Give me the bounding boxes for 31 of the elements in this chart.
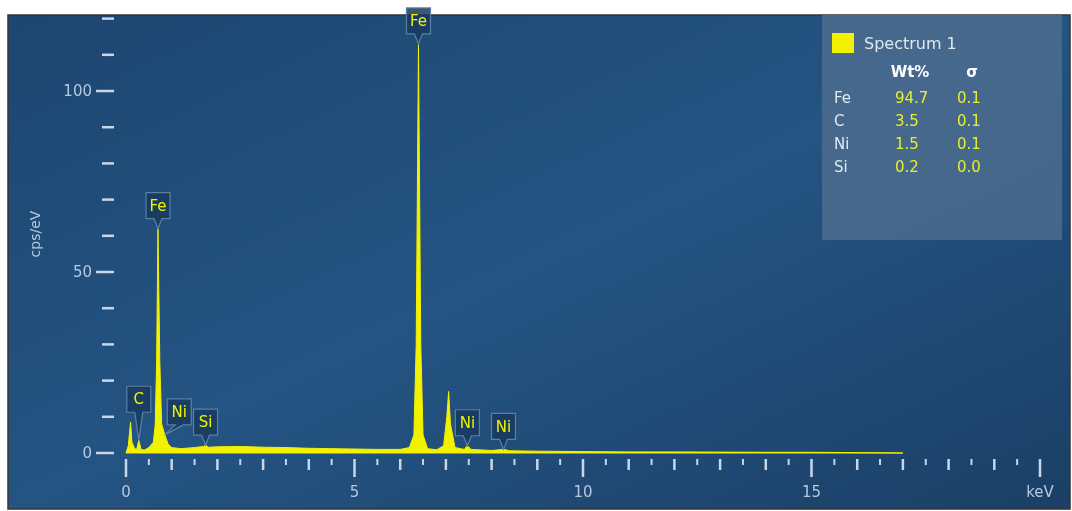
x-tick-label: 10: [573, 483, 593, 501]
annotation: Ni: [171, 403, 187, 422]
annotation: 3.5: [895, 112, 919, 130]
annotation: Ni: [459, 414, 476, 433]
annotation: 0.1: [957, 135, 981, 153]
annotation: Si: [834, 158, 848, 176]
y-tick-label: 0: [82, 444, 92, 463]
annotation: Si: [198, 413, 213, 432]
y-tick-label: 50: [72, 263, 92, 282]
x-tick-label: 15: [801, 483, 822, 501]
y-axis-title: cps/eV: [27, 210, 43, 258]
annotation: Fe: [149, 196, 167, 215]
annotation: 0.1: [957, 112, 981, 130]
x-tick-label: keV: [1026, 483, 1055, 501]
annotation: C: [834, 112, 845, 130]
annotation: Wt%: [890, 63, 930, 81]
x-tick-label: 0: [121, 483, 131, 501]
annotation: 0.2: [895, 158, 919, 176]
x-tick-label: 5: [349, 483, 360, 501]
annotation: 0.0: [957, 158, 981, 176]
y-tick-label: 100: [63, 82, 92, 101]
annotation: C: [133, 390, 145, 409]
annotation: 0.1: [957, 89, 981, 107]
annotation: σ: [966, 63, 978, 81]
annotation: Ni: [495, 417, 512, 436]
annotation: Ni: [834, 135, 850, 153]
annotation: 94.7: [895, 89, 929, 107]
annotation: 1.5: [895, 135, 919, 153]
annotation: Fe: [834, 89, 852, 107]
legend-label: Spectrum 1: [864, 33, 957, 53]
annotation: Fe: [409, 12, 427, 31]
